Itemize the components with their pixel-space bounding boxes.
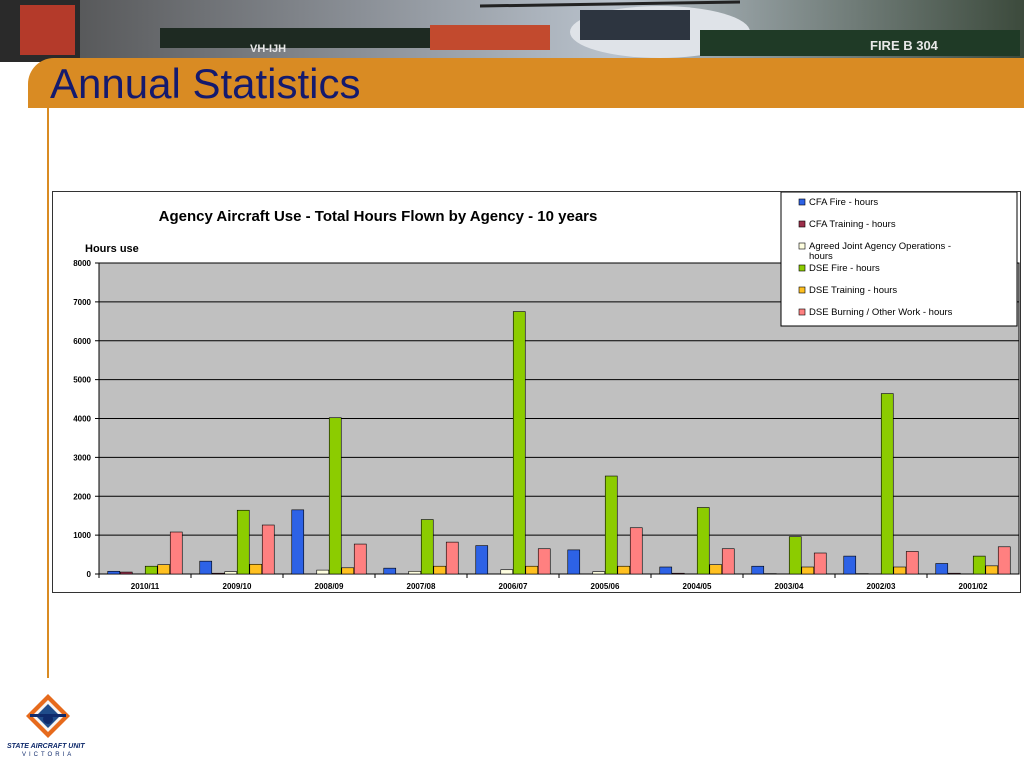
state-aircraft-unit-logo — [26, 694, 70, 738]
bar — [249, 563, 263, 575]
bar — [972, 555, 986, 575]
bar — [316, 569, 330, 575]
legend-swatch — [798, 220, 806, 228]
y-tick-label: 1000 — [73, 531, 91, 540]
legend-entry-label: Agreed Joint Agency Operations -hours — [809, 241, 951, 262]
bar — [420, 519, 434, 575]
legend-entry-label: DSE Burning / Other Work - hours — [809, 307, 953, 318]
bar — [211, 572, 225, 575]
bar — [144, 565, 158, 575]
bar-chart: 0 1000 2000 3000 4000 5000 6000 7000 8000 2010/11… — [73, 192, 1020, 591]
bar — [525, 565, 539, 575]
legend-label-line: Agreed Joint Agency Operations - — [809, 241, 951, 252]
bar — [997, 546, 1011, 575]
legend-entry-label: DSE Training - hours — [809, 285, 897, 296]
bar — [880, 393, 894, 575]
x-tick-label: 2001/02 — [959, 582, 988, 591]
legend-swatch — [798, 198, 806, 206]
bar — [119, 571, 133, 575]
title-bar — [28, 58, 1024, 108]
legend-swatch — [798, 242, 806, 250]
bar — [261, 524, 275, 575]
bar — [433, 565, 447, 575]
banner-photo: FIRE B 304 VH-IJH — [0, 0, 1024, 62]
bar — [905, 551, 919, 575]
legend-entry-label: CFA Training - hours — [809, 219, 896, 230]
bar — [107, 570, 121, 575]
bar — [935, 563, 949, 575]
bar — [199, 560, 213, 575]
bar — [671, 572, 685, 575]
bar — [985, 565, 999, 575]
bar — [341, 567, 355, 575]
bar — [751, 565, 765, 575]
x-tick-label: 2003/04 — [775, 582, 804, 591]
bar — [328, 417, 342, 575]
bar — [629, 527, 643, 575]
page-title: Annual Statistics — [50, 60, 361, 107]
bar — [604, 475, 618, 575]
bar — [659, 566, 673, 575]
bar — [224, 571, 238, 575]
x-tick-label: 2002/03 — [867, 582, 896, 591]
bar — [512, 311, 526, 575]
bar — [813, 552, 827, 575]
x-tick-label: 2008/09 — [315, 582, 344, 591]
bar — [696, 507, 710, 575]
bar — [445, 541, 459, 575]
bar — [236, 509, 250, 575]
bar — [947, 572, 961, 575]
legend-entry-label: DSE Fire - hours — [809, 263, 880, 274]
bar — [721, 548, 735, 575]
y-tick-label: 2000 — [73, 492, 91, 501]
legend-swatch — [798, 264, 806, 272]
legend-entry-label: CFA Fire - hours — [809, 197, 878, 208]
x-tick-label: 2007/08 — [407, 582, 436, 591]
bar — [383, 567, 397, 575]
y-tick-label: 3000 — [73, 453, 91, 462]
legend-label-line: hours — [809, 251, 833, 262]
y-tick-label: 4000 — [73, 415, 91, 424]
bar — [592, 571, 606, 575]
chart-frame: 0 1000 2000 3000 4000 5000 6000 7000 8000 2010/11… — [52, 191, 1021, 593]
bar — [169, 531, 183, 575]
y-tick-label: 7000 — [73, 298, 91, 307]
banner-tail-text: FIRE B 304 — [870, 38, 939, 53]
x-tick-label: 2005/06 — [591, 582, 620, 591]
bar — [617, 565, 631, 575]
bar — [291, 509, 305, 575]
bar — [475, 545, 489, 575]
bar — [408, 570, 422, 575]
x-tick-label: 2010/11 — [131, 582, 160, 591]
logo-text-line1: STATE AIRCRAFT UNIT — [7, 743, 85, 750]
x-tick-label: 2004/05 — [683, 582, 712, 591]
bar — [788, 536, 802, 575]
bar — [537, 548, 551, 575]
left-rule-divider — [47, 108, 49, 678]
x-tick-label: 2009/10 — [223, 582, 252, 591]
bar — [843, 555, 857, 575]
bar — [157, 564, 171, 575]
x-tick-label: 2006/07 — [499, 582, 528, 591]
bar — [893, 566, 907, 575]
y-tick-label: 5000 — [73, 376, 91, 385]
y-tick-label: 6000 — [73, 337, 91, 346]
bar — [801, 566, 815, 575]
legend-swatch — [798, 286, 806, 294]
bar — [567, 549, 581, 575]
bar — [353, 543, 367, 575]
y-tick-label: 8000 — [73, 259, 91, 268]
legend-swatch — [798, 308, 806, 316]
banner-helicopter-image: FIRE B 304 VH-IJH — [0, 0, 1024, 62]
logo-text-line2: VICTORIA — [22, 752, 75, 758]
chart-title: Agency Aircraft Use - Total Hours Flown … — [159, 208, 598, 225]
bar — [500, 569, 514, 575]
y-axis-label: Hours use — [85, 243, 139, 255]
legend: CFA Fire - hours CFA Training - hours Agre… — [780, 192, 1018, 327]
banner-registration-text: VH-IJH — [250, 43, 286, 55]
legend-box — [780, 192, 1018, 327]
bar — [709, 564, 723, 575]
y-tick-label: 0 — [87, 570, 92, 579]
